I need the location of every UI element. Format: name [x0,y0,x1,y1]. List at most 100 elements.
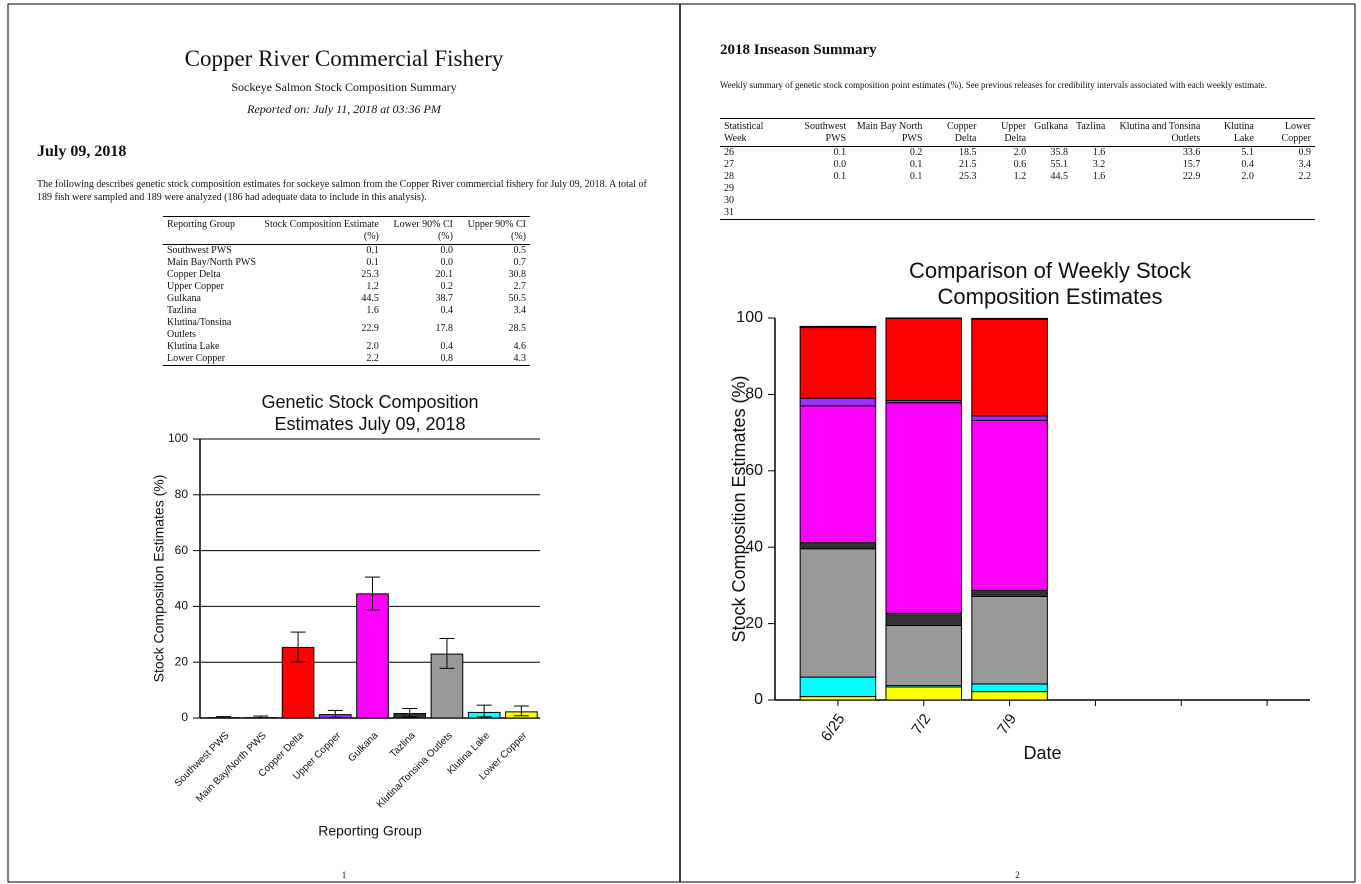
table-cell: 2.0 [1013,147,1027,158]
table-cell: 27 [724,159,734,170]
bar-segment [885,612,963,627]
table-cell: 44.5 [361,293,379,304]
x-tick-label: Gulkana [346,730,380,764]
column-header: Reporting Group [167,219,236,230]
table-cell: 18.5 [958,147,977,158]
table-cell: 35.8 [1050,147,1068,158]
column-header: Lower Copper [1281,121,1311,144]
table-cell: 29 [724,183,734,194]
bar-segment [799,327,877,399]
table-cell: 3.2 [1092,159,1106,170]
table-cell: 0.9 [1298,147,1312,158]
y-tick-label: 0 [181,710,188,724]
bar-segment [799,405,877,544]
y-tick-label: 100 [168,431,188,445]
x-tick-label: Main Bay/North PWS [194,730,269,805]
table-cell: 4.6 [513,341,527,352]
table-cell: 0.2 [909,147,923,158]
table-body: 26 0.1 0.2 18.5 2.0 35.8 1.6 33.6 5.1 0.9 27 0.0 0.1… [720,147,1315,220]
table-cell: 5.1 [1241,147,1254,158]
chart-title: Genetic Stock Composition Estimates July… [261,392,479,434]
page-number: 2 [1015,870,1020,880]
table-cell: Main Bay/North PWS [167,257,256,268]
bar-segment [885,402,963,614]
column-header: Stock Composition Estimate (%) [264,219,379,242]
table-cell: Upper Copper [167,281,224,292]
table-row: 30 [720,195,1315,207]
table-cell: 17.8 [435,323,453,334]
table-row: Lower Copper 2.2 0.8 4.3 [163,353,530,366]
y-tick-label: 100 [736,309,763,326]
table-cell: 1.6 [1092,171,1106,182]
bar [356,593,389,719]
x-tick-label: Klutina/Tonsina Outlets [375,730,455,810]
column-header: Klutina and Tonsina Outlets [1119,121,1201,144]
table-cell: 30.8 [508,269,527,280]
page-number: 1 [341,870,347,880]
column-header: Tazlina [1075,121,1106,132]
table-cell: Southwest PWS [167,245,232,256]
section-heading: July 09, 2018 [37,143,127,160]
table-head: Statistical Week Southwest PWS Main Bay No… [720,119,1315,147]
doc-subtitle: Sockeye Salmon Stock Composition Summary [231,80,457,94]
table-cell: 0.4 [440,341,453,352]
bar-segment [885,686,963,701]
weekly-table: Statistical Week Southwest PWS Main Bay No… [720,118,1315,220]
table-row: Gulkana 44.5 38.7 50.5 [163,293,530,305]
table-cell: 0.1 [366,245,379,256]
table-cell: 2.2 [366,353,379,364]
column-header: Gulkana [1034,121,1068,132]
table-cell: 15.7 [1182,159,1201,170]
table-cell: Copper Delta [167,269,221,280]
chart-title: Comparison of Weekly Stock Composition E… [908,258,1192,310]
table-cell: 0.1 [833,147,847,158]
table-cell: 2.2 [1298,171,1312,182]
header-row: Statistical Week Southwest PWS Main Bay No… [720,119,1315,147]
y-tick-label: 40 [175,599,189,613]
table-cell: 38.7 [435,293,453,304]
table-cell: 2.0 [366,341,379,352]
table-row: 29 [720,183,1315,195]
summary-text: Weekly summary of genetic stock composit… [720,80,1267,90]
column-header: Klutina Lake [1223,121,1254,144]
table-cell: 25.3 [958,171,977,182]
table-cell: 21.5 [958,159,977,170]
table-cell: 44.5 [1050,171,1068,182]
table-cell: 0.2 [440,281,453,292]
table-cell: 0.0 [440,257,453,268]
table-cell: 4.3 [513,353,527,364]
column-header: Upper 90% CI (%) [467,219,526,242]
table-head: Reporting Group Stock Composition Estimat… [163,217,530,245]
doc-title: Copper River Commercial Fishery [184,46,504,71]
table-cell: 0.6 [1013,159,1027,170]
header-row: Reporting Group Stock Composition Estimat… [163,217,530,245]
table-row: Klutina/Tonsina Outlets 22.9 17.8 28.5 [163,317,530,341]
table-row: 31 [720,207,1315,220]
y-tick-label: 20 [175,654,189,668]
bar-segment [971,683,1048,693]
y-tick-label: 0 [754,691,763,708]
bar-segment [799,696,877,701]
column-header: Copper Delta [947,121,977,144]
table-cell: 0.4 [1241,159,1254,170]
bar-segment [799,397,877,407]
table-cell: 0.7 [513,257,527,268]
table-cell: 25.3 [361,269,379,280]
column-header: Main Bay North PWS [856,121,923,144]
bar-segment [799,548,877,678]
table-cell: 50.5 [508,293,527,304]
table-cell: 0.1 [909,159,923,170]
table-cell: 3.4 [513,305,527,316]
column-header: Southwest PWS [804,121,847,144]
y-tick-label: 60 [745,462,763,479]
table-row: 28 0.1 0.1 25.3 1.2 44.5 1.6 22.9 2.0 2.2 [720,171,1315,183]
column-header: Statistical Week [724,121,764,144]
y-axis-label: Stock Composition Estimates (%) [729,375,749,642]
bar-segment [971,419,1048,591]
table-cell: 0.1 [366,257,379,268]
table-cell: 55.1 [1050,159,1068,170]
bar-segment [799,542,877,550]
table-cell: 1.2 [366,281,379,292]
